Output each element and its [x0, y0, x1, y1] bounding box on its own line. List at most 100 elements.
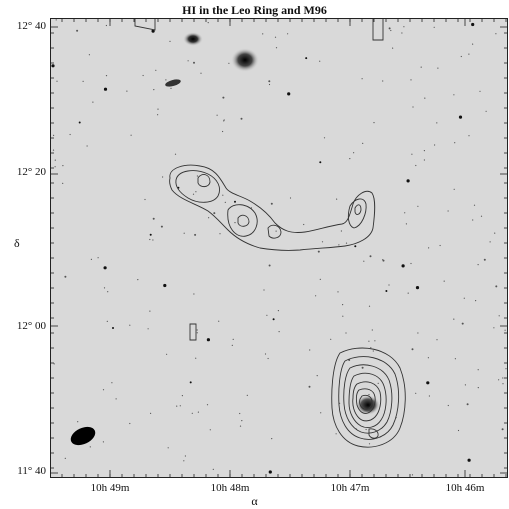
- star: [206, 338, 210, 342]
- star: [479, 90, 481, 92]
- star: [189, 381, 192, 384]
- star: [271, 438, 273, 440]
- star: [62, 165, 64, 167]
- y-tick-label-1140: 11° 40: [17, 465, 46, 477]
- star: [468, 53, 470, 55]
- star: [368, 340, 370, 342]
- star: [405, 223, 407, 225]
- star: [305, 57, 308, 60]
- star: [374, 340, 376, 342]
- star: [424, 97, 426, 99]
- star: [336, 198, 338, 200]
- star: [407, 292, 409, 294]
- star: [197, 411, 199, 413]
- star: [471, 22, 475, 27]
- star: [174, 153, 177, 155]
- star: [461, 322, 464, 325]
- star: [420, 66, 422, 68]
- star: [165, 79, 167, 81]
- star: [240, 117, 243, 120]
- star: [319, 60, 321, 62]
- star: [272, 318, 275, 321]
- x-axis-label: α: [251, 494, 258, 508]
- star: [415, 392, 417, 394]
- plot-frame: [50, 18, 508, 478]
- star: [337, 291, 339, 293]
- star: [447, 404, 449, 407]
- star: [64, 275, 67, 278]
- star: [239, 425, 242, 427]
- star: [126, 90, 128, 92]
- star: [319, 278, 321, 280]
- star: [53, 363, 55, 365]
- star: [467, 458, 471, 462]
- star: [411, 153, 413, 155]
- star: [443, 280, 445, 282]
- star: [368, 305, 371, 307]
- star: [463, 297, 465, 299]
- star: [330, 338, 332, 340]
- figure-title: HI in the Leo Ring and M96: [182, 3, 327, 17]
- star: [69, 133, 71, 136]
- star: [428, 247, 430, 249]
- star: [493, 327, 495, 329]
- x-tick-label-10h47m: 10h 47m: [330, 482, 370, 494]
- star: [361, 366, 364, 369]
- star: [454, 142, 456, 144]
- star: [323, 137, 326, 139]
- star: [316, 375, 318, 377]
- star: [196, 329, 198, 331]
- star: [433, 26, 435, 28]
- star: [382, 80, 384, 82]
- star: [216, 114, 218, 116]
- star: [277, 310, 279, 312]
- star: [270, 202, 273, 205]
- star: [224, 201, 226, 203]
- star: [222, 130, 224, 133]
- star: [502, 377, 504, 379]
- star: [317, 250, 320, 253]
- star: [289, 197, 292, 199]
- x-tick-label-10h46m: 10h 46m: [445, 482, 485, 494]
- star: [195, 357, 197, 359]
- star: [287, 92, 291, 96]
- star: [401, 32, 403, 34]
- star: [342, 315, 344, 317]
- star: [152, 217, 155, 220]
- star: [403, 26, 405, 28]
- star: [362, 142, 364, 144]
- star: [231, 344, 233, 346]
- star: [129, 422, 131, 425]
- star: [207, 22, 209, 24]
- star: [494, 232, 496, 234]
- star: [320, 412, 322, 414]
- star: [498, 315, 500, 317]
- star: [483, 258, 486, 261]
- star: [111, 382, 113, 384]
- star: [373, 122, 375, 124]
- star: [342, 304, 344, 306]
- star: [62, 182, 64, 184]
- star: [453, 188, 455, 190]
- star: [268, 470, 272, 474]
- star: [309, 349, 311, 351]
- star: [268, 83, 271, 86]
- star: [267, 357, 269, 360]
- galaxy-upper-center: [231, 48, 259, 72]
- star: [335, 433, 337, 435]
- star: [192, 193, 195, 195]
- star: [103, 266, 107, 270]
- star: [142, 74, 144, 77]
- star: [345, 242, 348, 244]
- star: [102, 441, 104, 443]
- star: [170, 87, 172, 89]
- star: [427, 357, 429, 359]
- star: [372, 350, 374, 352]
- star: [97, 257, 99, 259]
- star: [193, 61, 195, 64]
- star: [89, 446, 91, 448]
- star: [368, 394, 370, 396]
- star: [169, 40, 171, 42]
- star: [264, 353, 267, 355]
- star: [477, 369, 479, 371]
